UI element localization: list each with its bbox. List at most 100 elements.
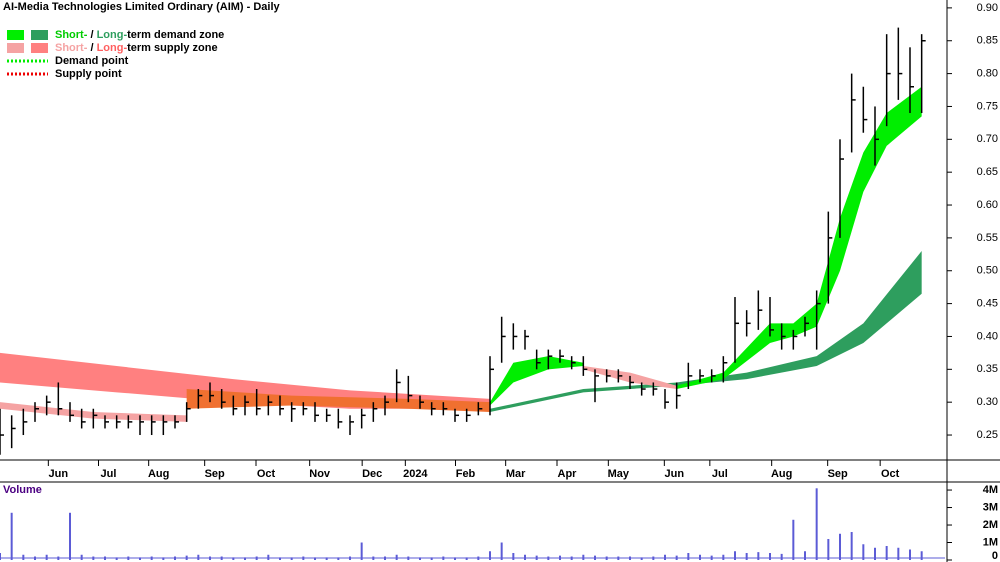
volume-bar [827, 539, 830, 560]
legend-label: Demand point [55, 55, 129, 67]
legend-text: Long- [97, 29, 128, 41]
volume-bar [862, 544, 865, 560]
volume-bar [909, 549, 911, 560]
legend-text: / [87, 42, 96, 54]
volume-bar [279, 557, 281, 560]
y-tick-label: 0.50 [977, 265, 998, 277]
volume-bar [267, 554, 270, 560]
y-tick-label: 0.80 [977, 68, 998, 80]
zone [676, 86, 922, 390]
legend-label: Supply point [55, 68, 122, 80]
volume-bar [489, 551, 491, 560]
volume-bar [290, 557, 293, 560]
y-tick-label: 0.55 [977, 232, 998, 244]
x-tick-label: Oct [257, 468, 276, 480]
x-tick-label: Apr [558, 468, 578, 480]
legend-text: Supply point [55, 68, 122, 80]
x-tick-label: Oct [881, 468, 900, 480]
legend-swatch [31, 30, 48, 40]
volume-bar [500, 542, 503, 560]
volume-bar [325, 557, 328, 560]
x-tick-label: Feb [456, 468, 476, 480]
x-tick-label: Sep [828, 468, 848, 480]
y-tick-label: 0.70 [977, 133, 998, 145]
legend-text: / [87, 29, 96, 41]
volume-bar [920, 551, 923, 560]
volume-bar [640, 557, 643, 560]
legend-text: Short- [55, 42, 88, 54]
y-tick-label: 0.40 [977, 330, 998, 342]
volume-bar [722, 554, 725, 560]
y-tick-label: 0.45 [977, 298, 998, 310]
volume-bar [734, 551, 736, 560]
volume-bar [897, 547, 900, 560]
y-tick-label: 0.25 [977, 429, 998, 441]
legend-text: Long- [97, 42, 128, 54]
zone [186, 389, 490, 413]
legend-label: Short- / Long-term demand zone [55, 29, 224, 41]
volume-bar [815, 488, 818, 560]
legend-swatch [7, 43, 24, 53]
legend-text: term demand zone [127, 29, 224, 41]
volume-bar [582, 554, 585, 560]
y-tick-label: 1M [983, 536, 998, 548]
chart-title: AI-Media Technologies Limited Ordinary (… [3, 1, 281, 13]
x-tick-label: Dec [362, 468, 382, 480]
volume-bar [115, 557, 118, 560]
volume-bar [139, 557, 141, 560]
volume-bar [45, 554, 48, 560]
legend-text: term supply zone [127, 42, 217, 54]
x-tick-label: Jun [49, 468, 69, 480]
volume-bar [22, 554, 25, 560]
volume-bar [874, 547, 876, 560]
y-tick-label: 0.85 [977, 35, 998, 47]
volume-bar [0, 553, 1, 560]
x-tick-label: Jun [665, 468, 685, 480]
volume-bar [745, 553, 748, 560]
volume-bar [337, 557, 340, 560]
volume-bar [792, 519, 795, 560]
volume-bar [360, 542, 363, 560]
volume-bar [757, 552, 760, 560]
zone [490, 356, 584, 406]
volume-bar [839, 533, 841, 560]
volume-bar [524, 554, 526, 560]
x-tick-label: Jul [712, 468, 728, 480]
volume-bar [664, 554, 666, 560]
volume-bar [232, 557, 235, 560]
legend-swatch [31, 43, 48, 53]
x-tick-label: Nov [309, 468, 331, 480]
zone [0, 352, 490, 409]
volume-bar [699, 554, 701, 560]
volume-bar [80, 554, 83, 560]
x-tick-label: Sep [205, 468, 225, 480]
volume-bar [512, 553, 515, 560]
y-tick-label: 0.90 [977, 2, 998, 14]
x-tick-label: Jul [101, 468, 117, 480]
y-tick-label: 0.75 [977, 100, 998, 112]
volume-bar [69, 512, 71, 560]
y-tick-label: 0.35 [977, 363, 998, 375]
volume-bar [687, 553, 690, 560]
y-tick-label: 0 [992, 550, 998, 562]
volume-bar [314, 557, 316, 560]
legend-swatch [7, 30, 24, 40]
y-tick-label: 3M [983, 501, 998, 513]
volume-bar [162, 557, 165, 560]
volume-bar [850, 532, 853, 560]
y-tick-label: 2M [983, 519, 998, 531]
volume-bar [804, 551, 806, 560]
y-tick-label: 0.30 [977, 396, 998, 408]
y-tick-label: 4M [983, 484, 998, 496]
x-tick-label: May [608, 468, 630, 480]
y-tick-label: 0.60 [977, 199, 998, 211]
volume-bar [885, 546, 888, 560]
volume-bar [395, 554, 398, 560]
volume-title: Volume [3, 484, 42, 496]
volume-bar [430, 557, 433, 560]
volume-bar [465, 557, 468, 560]
volume-bar [419, 557, 421, 560]
volume-bar [10, 512, 13, 560]
